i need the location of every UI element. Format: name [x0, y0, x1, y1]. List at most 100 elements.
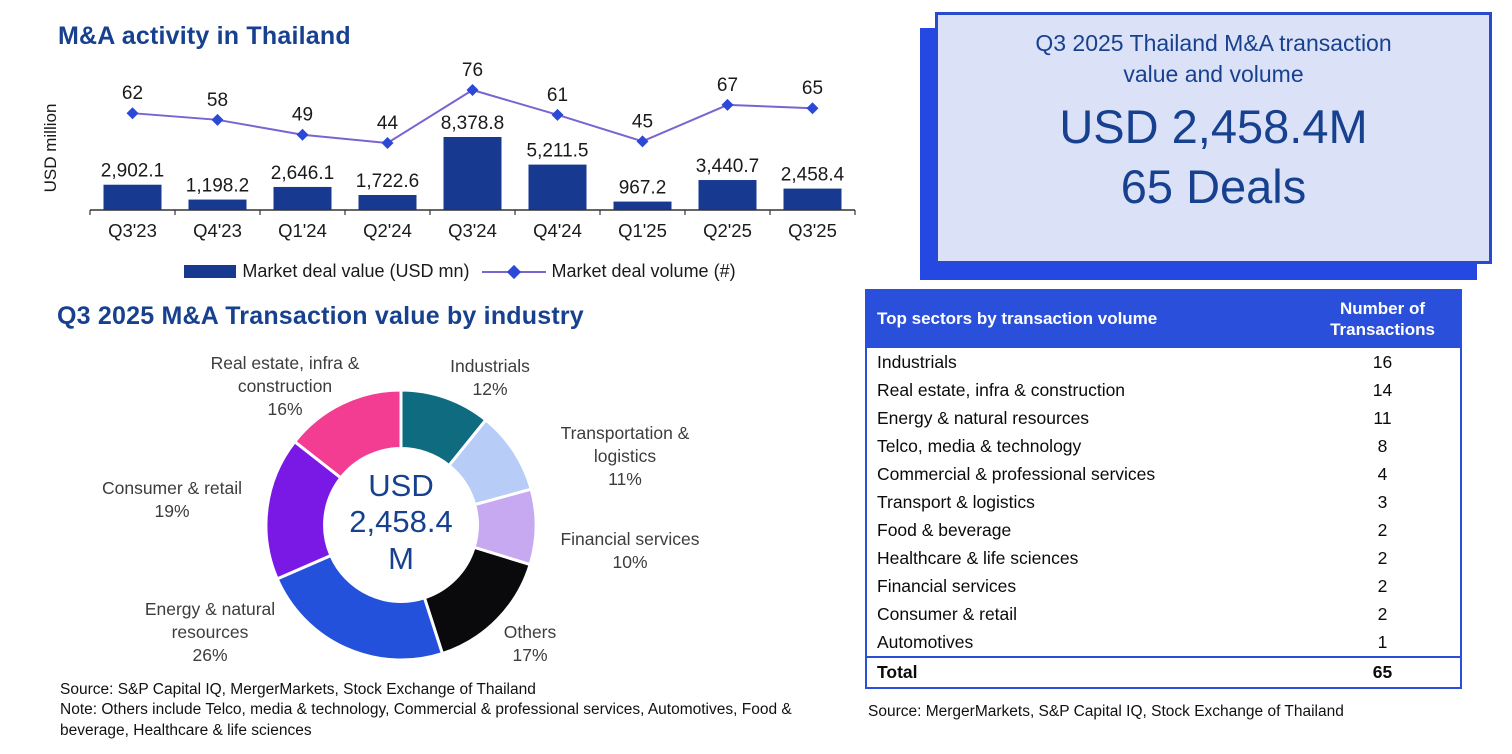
highlight-box-face: Q3 2025 Thailand M&A transaction value a…: [935, 12, 1492, 264]
volume-value-label: 44: [377, 113, 399, 134]
table-row: Food & beverage 2: [867, 516, 1460, 544]
table-cell-count: 2: [1377, 603, 1388, 624]
volume-value-label: 76: [462, 60, 483, 81]
x-axis-category-label: Q3'24: [448, 220, 497, 241]
volume-marker: [466, 84, 479, 96]
x-axis-category-label: Q2'24: [363, 220, 412, 241]
bar-value-label: 2,902.1: [101, 161, 164, 182]
table-row: Automotives 1: [867, 628, 1460, 656]
x-axis-category-label: Q4'24: [533, 220, 582, 241]
table-cell-count: 1: [1377, 631, 1388, 652]
bar: [698, 180, 757, 210]
bar: [528, 164, 587, 210]
table-cell-sector: Food & beverage: [877, 519, 1012, 540]
legend-item-deal-value: Market deal value (USD mn): [184, 261, 470, 282]
table-total-label: Total: [877, 661, 918, 682]
chart-source-note: Source: S&P Capital IQ, MergerMarkets, S…: [60, 681, 536, 698]
volume-marker: [296, 128, 309, 141]
bar-value-label: 967.2: [619, 178, 667, 199]
bar-value-label: 1,722.6: [356, 171, 419, 192]
volume-marker: [551, 108, 564, 121]
table-header-transactions: Number of Transactions: [1330, 299, 1435, 340]
table-total-value: 65: [1372, 661, 1393, 682]
table-row: Energy & natural resources 11: [867, 404, 1460, 432]
highlight-deal-count: 65 Deals: [1120, 160, 1307, 214]
x-axis-category-label: Q3'23: [108, 220, 157, 241]
table-cell-count: 4: [1377, 463, 1388, 484]
table-row: Healthcare & life sciences 2: [867, 544, 1460, 572]
bar-value-label: 8,378.8: [441, 113, 504, 134]
volume-value-label: 61: [547, 85, 568, 106]
table-row: Real estate, infra & construction 14: [867, 376, 1460, 404]
table-row: Commercial & professional services 4: [867, 460, 1460, 488]
volume-marker: [126, 107, 139, 120]
table-cell-count: 2: [1377, 547, 1388, 568]
table-cell-sector: Financial services: [877, 575, 1017, 596]
legend-label-deal-value: Market deal value (USD mn): [242, 261, 470, 281]
bar-value-label: 3,440.7: [696, 156, 759, 177]
donut-segment: [275, 554, 444, 662]
table-cell-sector: Telco, media & technology: [877, 435, 1082, 456]
table-cell-count: 11: [1373, 407, 1392, 428]
x-axis-category-label: Q2'25: [703, 220, 752, 241]
volume-value-label: 58: [207, 90, 228, 111]
table-cell-sector: Industrials: [877, 351, 957, 372]
table-total-row: Total 65: [867, 655, 1460, 687]
highlight-transaction-value: USD 2,458.4M: [1059, 100, 1368, 154]
table-cell-count: 8: [1377, 435, 1388, 456]
donut-label-others: Others 17%: [503, 622, 557, 665]
y-axis-label: USD million: [41, 104, 60, 193]
bar: [358, 194, 417, 210]
highlight-box: Q3 2025 Thailand M&A transaction value a…: [920, 12, 1492, 280]
line-marker-swatch-icon: [481, 264, 546, 279]
volume-marker: [806, 102, 819, 115]
table-cell-sector: Real estate, infra & construction: [877, 379, 1126, 400]
donut-label-transportation: Transportation & logistics 11%: [560, 423, 690, 489]
volume-value-label: 45: [632, 111, 653, 132]
donut-segment: [293, 388, 403, 480]
highlight-box-title: Q3 2025 Thailand M&A transaction value a…: [1035, 30, 1392, 88]
table-cell-sector: Healthcare & life sciences: [877, 547, 1079, 568]
bar-swatch-icon: [184, 265, 237, 278]
bar: [613, 201, 672, 210]
volume-marker: [211, 113, 224, 126]
table-row: Consumer & retail 2: [867, 600, 1460, 628]
volume-value-label: 67: [717, 75, 738, 96]
donut-center-label: USD 2,458.4 M: [349, 468, 453, 576]
donut-label-industrials: Industrials 12%: [450, 356, 530, 399]
donut-label-consumer: Consumer & retail 19%: [101, 478, 243, 521]
table-cell-sector: Automotives: [877, 631, 974, 652]
bar: [103, 184, 162, 210]
table-source-note: Source: MergerMarkets, S&P Capital IQ, S…: [868, 703, 1344, 720]
legend-label-deal-volume: Market deal volume (#): [551, 261, 736, 281]
donut-chart: [262, 386, 540, 664]
volume-value-label: 62: [122, 83, 143, 104]
bar-value-label: 1,198.2: [186, 176, 249, 197]
sector-table: Top sectors by transaction volume Number…: [865, 289, 1462, 689]
legend-item-deal-volume: Market deal volume (#): [481, 261, 736, 282]
table-cell-sector: Transport & logistics: [877, 491, 1035, 512]
x-axis-category-label: Q4'23: [193, 220, 242, 241]
table-header-sectors: Top sectors by transaction volume: [877, 309, 1158, 329]
x-axis-category-label: Q3'25: [788, 220, 837, 241]
table-cell-sector: Consumer & retail: [877, 603, 1018, 624]
x-axis-category-label: Q1'25: [618, 220, 667, 241]
table-cell-sector: Energy & natural resources: [877, 407, 1090, 428]
chart-others-note: Note: Others include Telco, media & tech…: [60, 701, 792, 739]
table-cell-count: 14: [1372, 379, 1393, 400]
volume-value-label: 65: [802, 78, 823, 99]
combo-chart-title: M&A activity in Thailand: [58, 22, 351, 50]
volume-marker: [381, 137, 394, 149]
footnotes: Source: S&P Capital IQ, MergerMarkets, S…: [60, 680, 815, 741]
bar: [443, 137, 502, 210]
donut-svg: [264, 388, 538, 662]
combo-chart-legend: Market deal value (USD mn) Market deal v…: [55, 261, 865, 282]
table-cell-count: 2: [1377, 575, 1388, 596]
donut-chart-title: Q3 2025 M&A Transaction value by industr…: [57, 302, 584, 330]
table-header-row: Top sectors by transaction volume Number…: [867, 291, 1460, 348]
table-cell-count: 3: [1377, 491, 1388, 512]
donut-label-real-estate: Real estate, infra & construction 16%: [210, 353, 360, 419]
x-axis-category-label: Q1'24: [278, 220, 327, 241]
bar: [188, 199, 247, 210]
table-row: Industrials 16: [867, 348, 1460, 376]
